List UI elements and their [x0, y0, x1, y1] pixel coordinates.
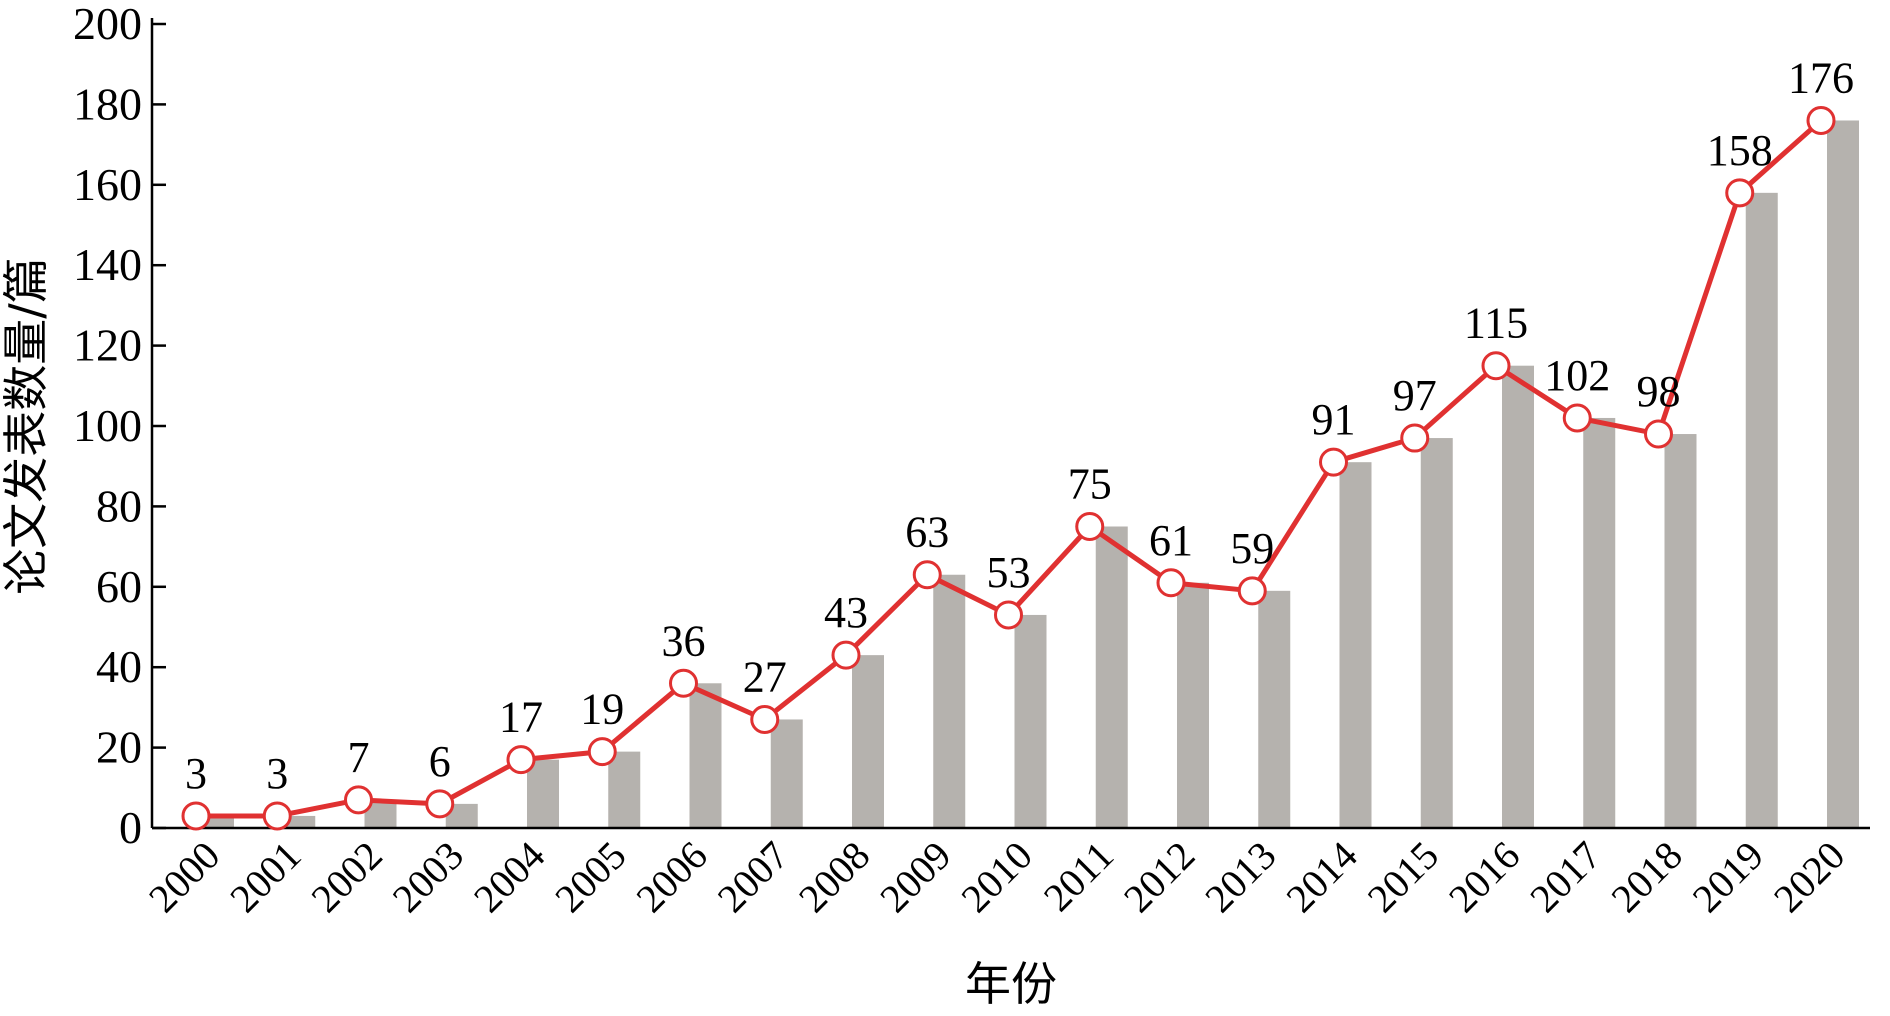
bar-2010 [1014, 614, 1047, 828]
data-label-2004: 17 [499, 693, 543, 742]
point-2003 [425, 789, 455, 819]
point-2004 [506, 745, 536, 775]
line-layer [181, 105, 1836, 831]
point-2001 [262, 801, 292, 831]
y-tick-label-0: 0 [119, 802, 142, 853]
bar-2019 [1745, 192, 1778, 829]
x-tick-label-2003: 2003 [384, 833, 472, 921]
y-tick-label-40: 40 [96, 641, 142, 692]
data-label-2016: 115 [1464, 299, 1528, 348]
point-2018 [1644, 419, 1673, 449]
series-line [196, 118, 1823, 819]
data-label-2000: 3 [185, 749, 207, 798]
bar-2018 [1664, 434, 1697, 828]
data-label-2010: 53 [987, 548, 1031, 597]
data-label-2007: 27 [743, 652, 787, 701]
bar-2020 [1827, 120, 1859, 829]
y-axis-title: 论文发表数量/篇 [0, 257, 53, 595]
point-2011 [1075, 512, 1105, 541]
x-axis-title: 年份 [965, 957, 1057, 1011]
point-2017 [1562, 403, 1592, 433]
point-2016 [1481, 351, 1511, 381]
y-tick-label-100: 100 [73, 400, 142, 451]
bar-2004 [527, 759, 559, 828]
bar-2015 [1420, 438, 1453, 828]
bar-2006 [689, 683, 722, 828]
data-label-2013: 59 [1230, 524, 1274, 573]
point-2007 [750, 704, 780, 734]
point-2019 [1725, 178, 1755, 208]
x-tick-label-2007: 2007 [709, 833, 797, 921]
point-2008 [831, 640, 861, 670]
x-tick-label-2010: 2010 [952, 833, 1040, 921]
point-2020 [1806, 105, 1836, 135]
x-tick-label-2009: 2009 [871, 833, 959, 921]
data-label-2002: 7 [348, 733, 370, 782]
data-label-2006: 36 [662, 616, 706, 665]
data-label-2008: 43 [824, 588, 868, 637]
x-tick-label-2004: 2004 [465, 833, 553, 921]
labels-layer: 3 3 7 6 17 19 36 27 43 63 53 75 61 59 91 97 115 102 98 158 1… [185, 53, 1854, 797]
data-label-2009: 63 [905, 508, 949, 557]
x-tick-label-2020: 2020 [1765, 833, 1853, 921]
x-tick-label-2001: 2001 [221, 833, 309, 921]
bar-2012 [1177, 582, 1209, 828]
x-tick-label-2006: 2006 [627, 833, 715, 921]
x-tick-label-2012: 2012 [1115, 833, 1203, 921]
y-tick-label-80: 80 [96, 480, 142, 531]
bar-2008 [852, 655, 884, 828]
bar-2009 [933, 574, 966, 828]
point-2015 [1400, 423, 1430, 453]
bar-2013 [1258, 590, 1291, 828]
data-label-2003: 6 [429, 737, 451, 786]
bar-2014 [1339, 462, 1372, 828]
point-2000 [181, 801, 211, 831]
x-tick-label-2011: 2011 [1035, 833, 1122, 920]
data-label-2014: 91 [1312, 395, 1356, 444]
data-label-2012: 61 [1149, 516, 1193, 565]
point-2002 [344, 785, 373, 815]
data-label-2020: 176 [1788, 53, 1854, 102]
data-label-2005: 19 [580, 685, 624, 734]
bar-2007 [770, 719, 803, 828]
data-label-2001: 3 [266, 749, 288, 798]
point-2013 [1237, 576, 1267, 606]
bar-2017 [1583, 417, 1616, 828]
data-label-2018: 98 [1637, 367, 1681, 416]
y-tick-label-160: 160 [73, 159, 142, 210]
point-2014 [1319, 447, 1348, 477]
point-2010 [994, 600, 1023, 630]
y-tick-label-120: 120 [73, 320, 142, 371]
x-tick-label-2014: 2014 [1277, 833, 1365, 921]
x-tick-label-2008: 2008 [790, 833, 878, 921]
y-tick-label-140: 140 [73, 239, 142, 290]
point-2009 [912, 560, 942, 590]
point-2012 [1156, 568, 1186, 598]
point-2006 [669, 668, 698, 698]
x-tick-label-2016: 2016 [1440, 833, 1528, 921]
x-tick-label-2019: 2019 [1684, 833, 1772, 921]
data-label-2015: 97 [1393, 371, 1437, 420]
x-tick-label-2018: 2018 [1602, 833, 1690, 921]
y-tick-label-20: 20 [96, 722, 142, 773]
x-tick-label-2002: 2002 [302, 833, 390, 921]
bars-layer [202, 120, 1859, 829]
y-tick-label-180: 180 [73, 78, 142, 129]
data-label-2017: 102 [1544, 351, 1610, 400]
x-tick-label-2017: 2017 [1521, 833, 1609, 921]
x-tick-label-2015: 2015 [1359, 833, 1447, 921]
data-label-2011: 75 [1068, 460, 1112, 509]
y-tick-label-200: 200 [73, 0, 142, 49]
x-tick-label-2013: 2013 [1196, 833, 1284, 921]
point-2005 [587, 737, 617, 767]
bar-2016 [1502, 365, 1534, 828]
data-label-2019: 158 [1707, 126, 1773, 175]
x-tick-label-2000: 2000 [140, 833, 228, 921]
bar-2011 [1095, 526, 1128, 828]
x-tick-label-2005: 2005 [546, 833, 634, 921]
y-tick-label-60: 60 [96, 561, 142, 612]
bar-2005 [608, 751, 641, 828]
